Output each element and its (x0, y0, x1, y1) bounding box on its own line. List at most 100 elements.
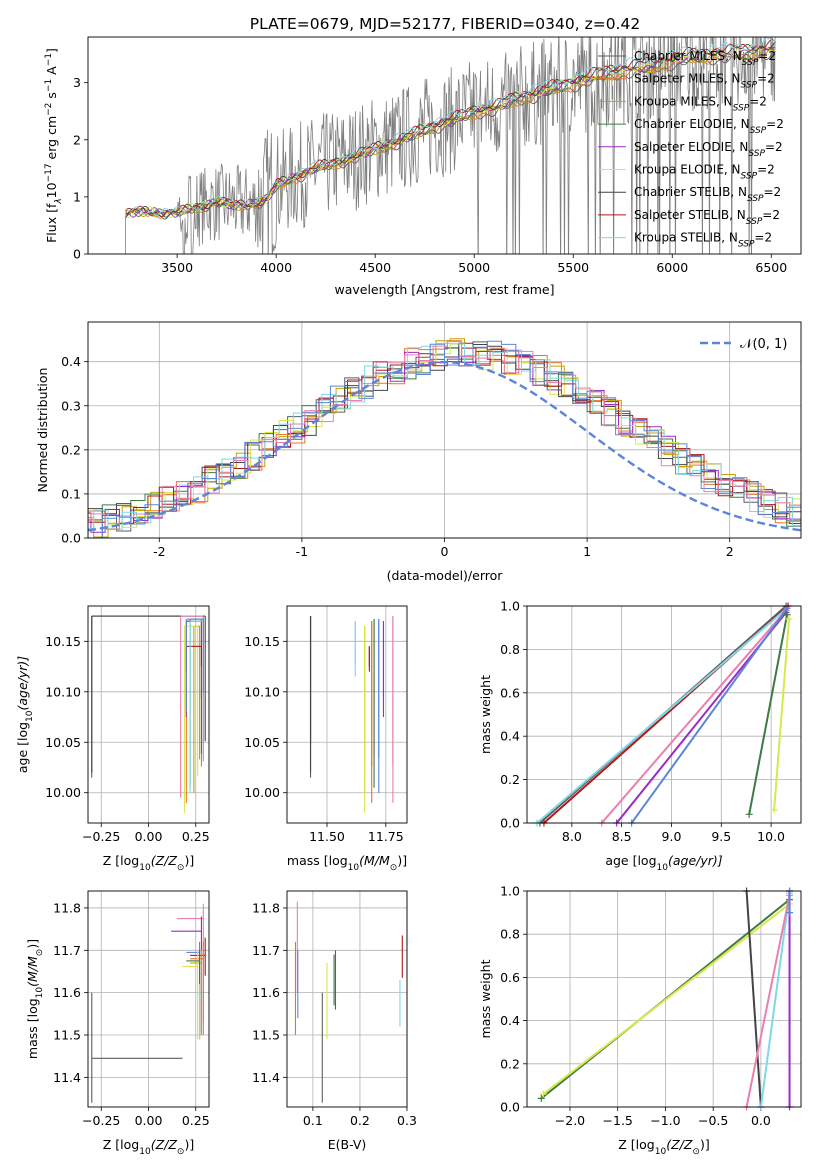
legend-entry: Chabrier ELODIE, NSSP=2 (634, 117, 784, 136)
label-part: −2 (44, 103, 54, 116)
x-tick-label: −0.25 (82, 1113, 120, 1128)
weight-marker (539, 1090, 547, 1098)
x-tick-label: 5000 (458, 260, 490, 275)
x-tick-label: 0.3 (397, 1113, 417, 1128)
label-part: −17 (44, 163, 54, 182)
label-part: ⊙ (177, 1147, 185, 1157)
label-part: 10 (25, 710, 35, 722)
label-part: (age/yr)] (668, 853, 723, 868)
residual-histogram (88, 343, 801, 530)
y-tick-label: 0.0 (500, 1100, 520, 1115)
y-tick-label: 11.8 (53, 900, 81, 915)
label-part: Z [log (103, 853, 139, 868)
residual-histogram (88, 338, 801, 538)
y-tick-label: 3 (73, 75, 81, 90)
axes-frame (87, 321, 802, 539)
weight-marker (783, 611, 791, 619)
y-tick-label: 0 (73, 247, 81, 262)
y-tick-label: 11.6 (252, 985, 280, 1000)
y-tick-label: 10.10 (244, 684, 280, 699)
x-tick-label: 9.0 (662, 829, 682, 844)
y-tick-label: 1.0 (500, 599, 520, 614)
x-tick-label: 6000 (656, 260, 688, 275)
label-part: ⊙ (35, 949, 45, 957)
x-axis-label: Z [log10(Z/Z⊙)] (103, 853, 194, 873)
legend-entry: Salpeter MILES, NSSP=2 (634, 72, 775, 91)
x-tick-label: 0.0 (751, 1113, 771, 1128)
weight-line (600, 609, 787, 823)
x-tick-label: −0.5 (698, 1113, 728, 1128)
axes-frame (526, 605, 802, 824)
x-axis-label: (data-model)/error (387, 568, 504, 583)
y-tick-label: 0.8 (500, 927, 520, 942)
x-tick-label: 9.5 (711, 829, 731, 844)
y-tick-label: 1.0 (500, 884, 520, 899)
residual-histogram (88, 341, 801, 530)
label-part: 10 (655, 1147, 667, 1157)
y-tick-label: 0.4 (61, 354, 81, 369)
y-tick-label: 11.4 (252, 1070, 280, 1085)
y-tick-label: 0.4 (500, 1013, 520, 1028)
y-tick-label: 11.4 (53, 1070, 81, 1085)
x-axis-label: wavelength [Angstrom, rest frame] (334, 282, 554, 297)
label-part: )] (184, 1137, 194, 1152)
x-tick-label: 0.00 (135, 829, 163, 844)
legend-entry: Chabrier STELIB, NSSP=2 (634, 185, 781, 204)
x-tick-label: 1 (583, 544, 591, 559)
label-part: (M/M (25, 956, 40, 987)
legend-entry: Salpeter STELIB, NSSP=2 (634, 208, 780, 227)
x-tick-label: 0.00 (135, 1113, 163, 1128)
label-part: age [log (15, 722, 30, 773)
label-part: =2 (749, 94, 767, 108)
y-tick-label: 10.05 (244, 735, 280, 750)
label-part: Flux [f (44, 203, 59, 243)
label-part: 10 (139, 863, 151, 873)
label-part: 10 (348, 863, 360, 873)
label-part: erg cm (44, 116, 59, 164)
label-part: )] (25, 939, 40, 949)
axes-spectrum: 3500 4000 4500 5000 5500 6000 6500 0 1 2 3 (73, 75, 787, 275)
x-tick-label: 0.1 (303, 1113, 323, 1128)
y-tick-label: 2 (73, 132, 81, 147)
y-tick-label: 10.15 (244, 634, 280, 649)
weight-line (536, 607, 788, 823)
label-part: =2 (766, 117, 784, 131)
label-part: SSP (738, 240, 755, 250)
legend-entry: Chabrier MILES, NSSP=2 (634, 49, 776, 68)
weight-line (630, 607, 788, 823)
legend-entry: Kroupa ELODIE, NSSP=2 (634, 163, 775, 182)
y-tick-label: 0.3 (61, 398, 81, 413)
x-tick-label: 0.25 (182, 1113, 210, 1128)
axes-frame (87, 890, 210, 1108)
label-part: Salpeter ELODIE, N (634, 140, 748, 154)
x-tick-label: -1 (296, 544, 308, 559)
label-part: λ (54, 198, 64, 204)
y-tick-label: 11.6 (53, 985, 81, 1000)
label-part: Salpeter MILES, N (634, 72, 741, 86)
x-tick-label: 11.75 (368, 829, 404, 844)
x-axis-label: Z [log10(Z/Z⊙)] (618, 1137, 709, 1157)
y-axis-label: mass [log10(M/M⊙)] (25, 939, 45, 1059)
label-part: SSP (733, 103, 750, 113)
weight-line (773, 618, 791, 811)
label-part: 10 (44, 182, 59, 198)
legend-entry: 𝒩(0, 1) (740, 337, 787, 352)
label-part: SSP (741, 172, 758, 182)
y-tick-label: 1 (73, 189, 81, 204)
label-part: (Z/Z (151, 1137, 178, 1152)
label-part: 10 (35, 987, 45, 999)
label-part: (M/M (359, 853, 390, 868)
y-tick-label: 10.15 (45, 634, 81, 649)
gaussian-curve (88, 360, 801, 532)
label-part: Salpeter STELIB, N (634, 208, 746, 222)
label-part: mass [log (287, 853, 348, 868)
y-tick-label: 11.5 (252, 1028, 280, 1043)
axes-age_vs_Z: −0.25 0.00 0.25 10.00 10.05 10.10 10.15 (45, 606, 210, 844)
y-tick-label: 0.4 (500, 729, 520, 744)
label-part: SSP (746, 217, 763, 227)
weight-line (759, 893, 791, 1107)
axes-frame (286, 605, 408, 824)
y-tick-label: 10.05 (45, 735, 81, 750)
weight-marker (770, 806, 778, 814)
y-tick-label: 0.2 (500, 772, 520, 787)
